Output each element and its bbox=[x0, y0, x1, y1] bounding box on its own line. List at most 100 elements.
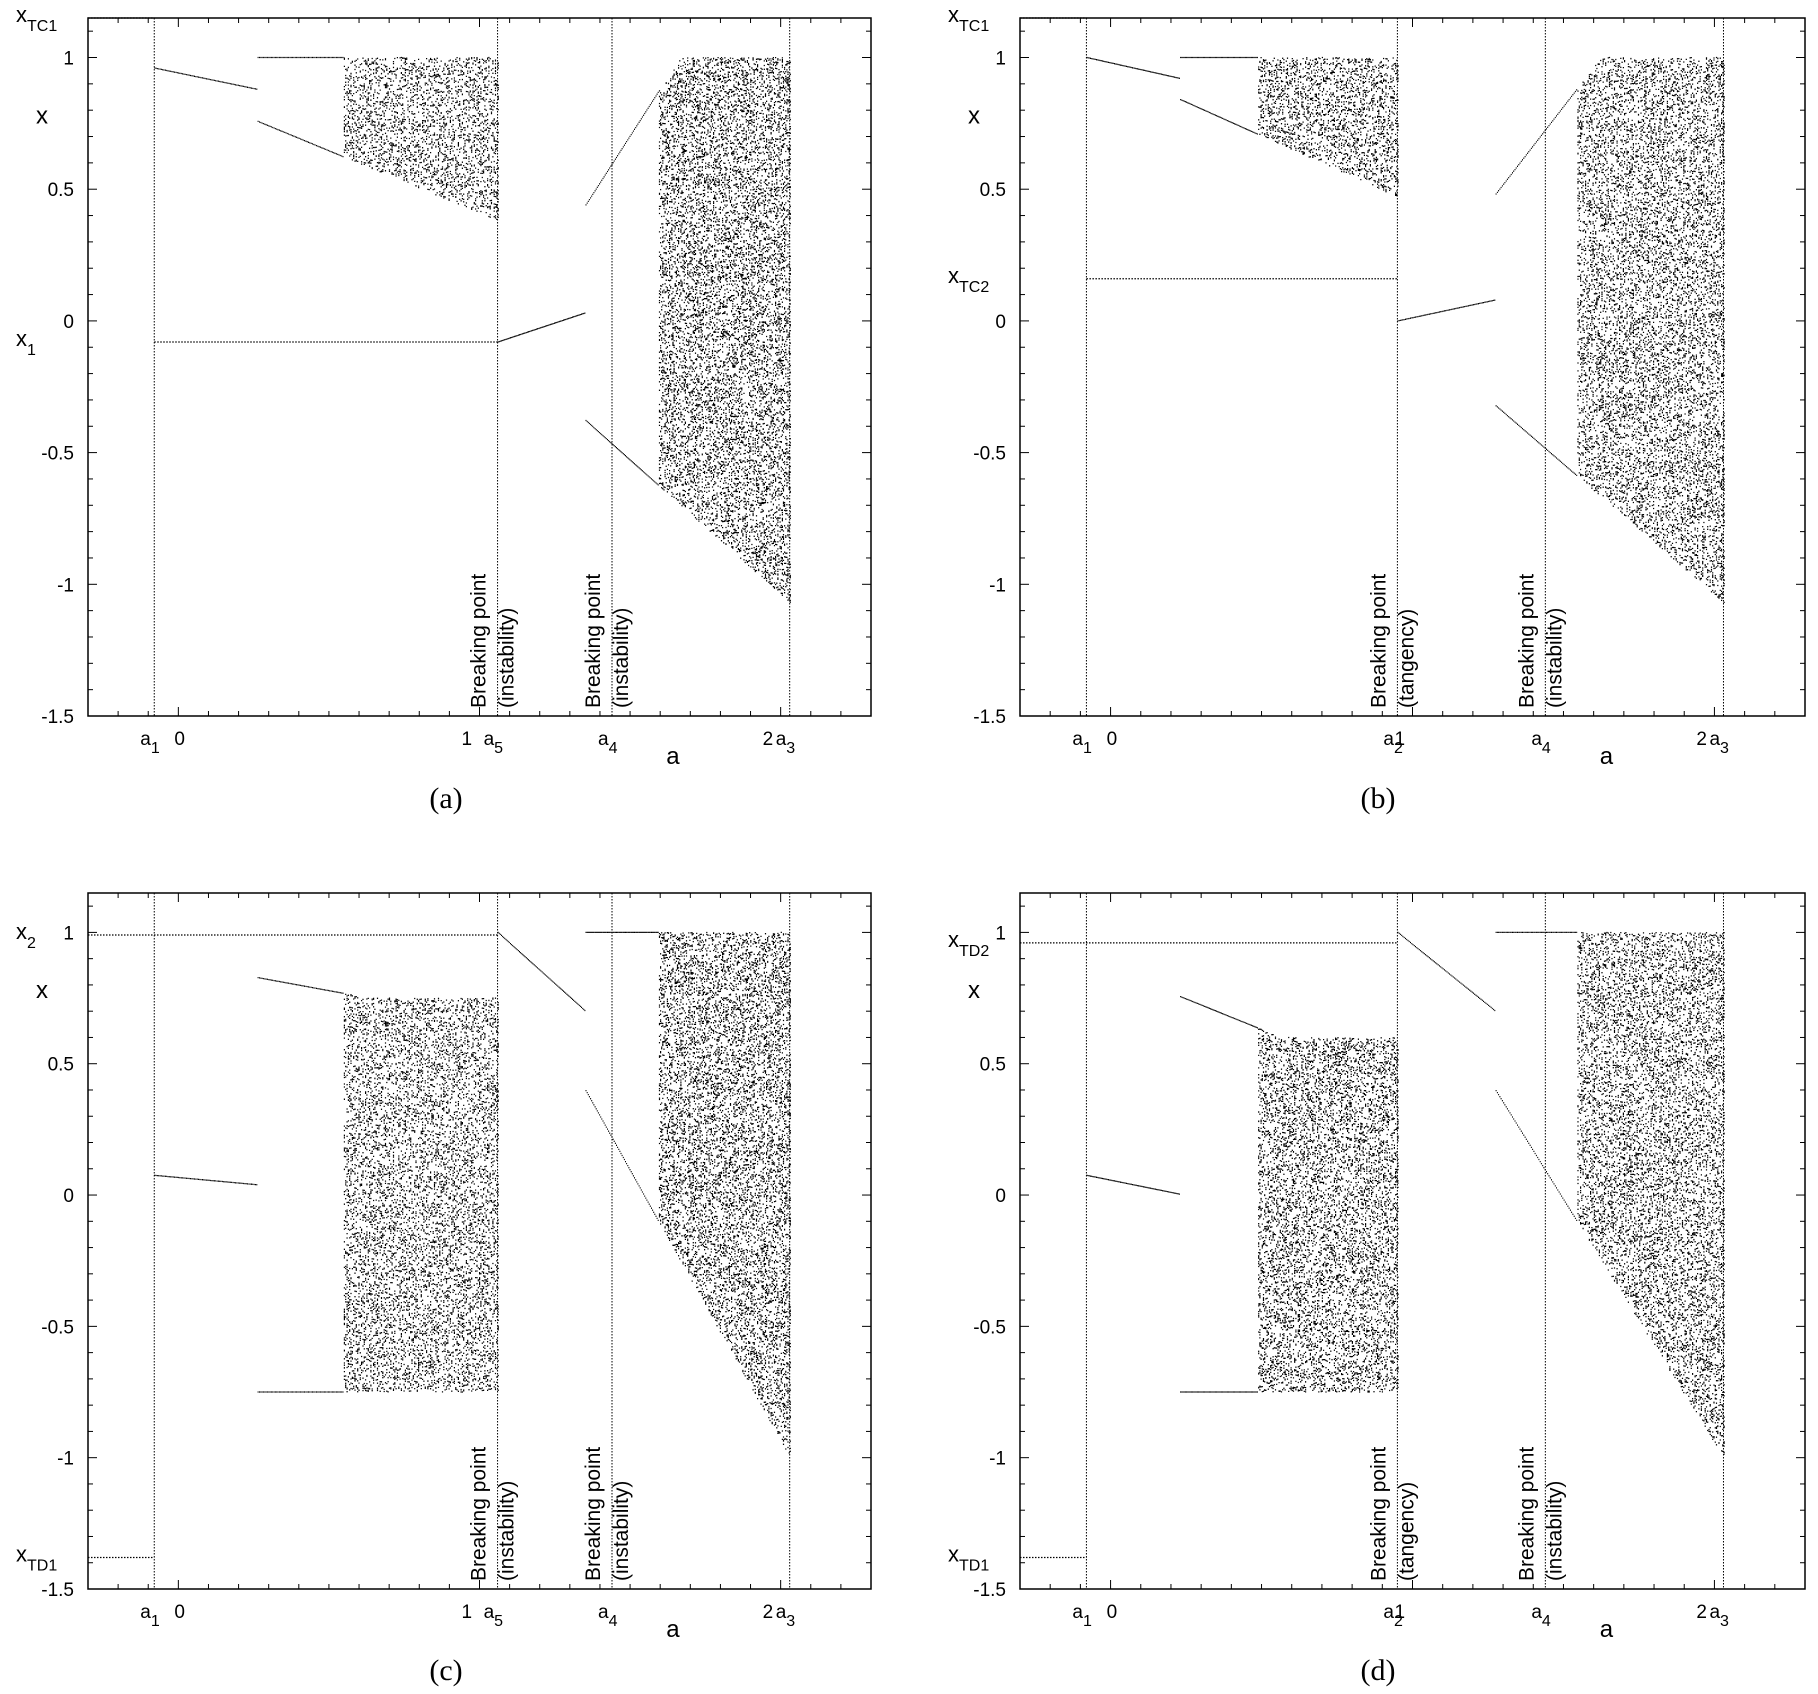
breaking-point-label: Breaking point (instability) bbox=[582, 574, 633, 708]
y-tick-label: 0.5 bbox=[48, 1055, 74, 1076]
param-label-a1: a1 bbox=[1072, 1602, 1092, 1630]
x-mark-label-td2: xTD2 bbox=[948, 927, 989, 960]
bifurcation-points bbox=[154, 931, 791, 1454]
y-tick-label: -1 bbox=[57, 1449, 74, 1470]
bifurcation-series-2 bbox=[1397, 931, 1725, 1455]
y-tick-label: -0.5 bbox=[973, 1317, 1006, 1338]
y-tick-label: 1 bbox=[995, 923, 1006, 944]
bifurcation-series-2 bbox=[1397, 56, 1725, 604]
breaking-point-label: Breaking point (instability) bbox=[1515, 574, 1566, 708]
param-label-a3: a3 bbox=[1709, 729, 1729, 757]
param-label-a3: a3 bbox=[776, 729, 796, 757]
bifurcation-points bbox=[1086, 56, 1725, 604]
y-tick-label: 1 bbox=[63, 49, 74, 70]
breaking-point-label: Breaking point (instability) bbox=[1515, 1447, 1566, 1581]
breaking-point-title: Breaking point bbox=[468, 1447, 491, 1581]
y-tick-label: 0 bbox=[995, 312, 1006, 333]
breaking-point-title: Breaking point bbox=[1367, 574, 1390, 708]
axis-ticks bbox=[88, 18, 871, 717]
axis-ticks bbox=[1020, 893, 1805, 1590]
x-tick-label: 2 bbox=[1696, 729, 1707, 750]
breaking-point-label: Breaking point (instability) bbox=[582, 1447, 633, 1581]
x-mark-label-td1: xTD1 bbox=[16, 1541, 57, 1574]
breaking-point-kind: (instability) bbox=[1543, 608, 1566, 708]
x-tick-label: 1 bbox=[462, 1602, 473, 1623]
y-tick-label: 1 bbox=[995, 49, 1006, 70]
x-axis-label: a bbox=[1600, 743, 1614, 770]
y-tick-label: -0.5 bbox=[41, 1317, 74, 1338]
y-tick-label: 1 bbox=[63, 923, 74, 944]
y-tick-label: -0.5 bbox=[973, 444, 1006, 465]
param-label-a4: a4 bbox=[598, 1602, 618, 1630]
chart-panel-b: 1 0.5 0 -0.5 -1 -1.5 0 1 2 x a a1 a2 a4 a3 xTC1 xTC2 Brea… bbox=[948, 2, 1806, 815]
y-tick-label: -0.5 bbox=[41, 444, 74, 465]
breaking-point-label: Breaking point (tangency) bbox=[1367, 574, 1418, 708]
breaking-point-title: Breaking point bbox=[468, 574, 491, 708]
y-axis-label: x bbox=[968, 102, 980, 129]
y-axis-label: x bbox=[36, 977, 48, 1004]
param-label-a5: a5 bbox=[484, 729, 504, 757]
bifurcation-points bbox=[1086, 931, 1725, 1455]
x-mark-label-2: x2 bbox=[16, 919, 36, 952]
bifurcation-series-1 bbox=[1086, 995, 1399, 1393]
panel-caption: (b) bbox=[1361, 782, 1396, 815]
x-tick-label: 2 bbox=[763, 1602, 774, 1623]
y-tick-label: 0.5 bbox=[980, 1055, 1006, 1076]
chart-panel-c: 1 0.5 0 -0.5 -1 -1.5 0 1 2 x a a1 a5 a4 a3 x2 xTD1 Breaki… bbox=[16, 892, 872, 1687]
bifurcation-series-1 bbox=[1086, 56, 1399, 197]
x-tick-label: 1 bbox=[1395, 1602, 1406, 1623]
breaking-point-kind: (tangency) bbox=[1395, 609, 1418, 708]
breaking-point-kind: (instability) bbox=[1543, 1481, 1566, 1581]
y-tick-label: 0.5 bbox=[48, 180, 74, 201]
y-tick-label: 0 bbox=[63, 1186, 74, 1207]
y-tick-label: -1 bbox=[57, 575, 74, 596]
bifurcation-series-2 bbox=[497, 56, 791, 603]
x-tick-label: 2 bbox=[763, 729, 774, 750]
breaking-point-kind: (tangency) bbox=[1395, 1482, 1418, 1581]
bifurcation-series-2 bbox=[497, 931, 791, 1454]
y-tick-label: 0.5 bbox=[980, 180, 1006, 201]
breaking-point-kind: (instability) bbox=[610, 608, 633, 708]
panel-caption: (d) bbox=[1361, 1654, 1396, 1687]
x-mark-label-tc2: xTC2 bbox=[948, 263, 989, 296]
x-tick-label: 0 bbox=[1107, 1602, 1118, 1623]
chart-panel-d: 1 0.5 0 -0.5 -1 -1.5 0 1 2 x a a1 a2 a4 a3 xTD2 xTD1 Brea… bbox=[948, 892, 1806, 1687]
x-tick-label: 0 bbox=[174, 1602, 185, 1623]
y-tick-label: -1 bbox=[989, 575, 1006, 596]
param-label-a4: a4 bbox=[1531, 729, 1551, 757]
param-label-a1: a1 bbox=[140, 1602, 160, 1630]
breaking-point-label: Breaking point (tangency) bbox=[1367, 1447, 1418, 1581]
breaking-point-kind: (instability) bbox=[496, 1481, 519, 1581]
x-axis-label: a bbox=[666, 1616, 680, 1643]
breaking-point-kind: (instability) bbox=[610, 1481, 633, 1581]
y-tick-label: 0 bbox=[63, 312, 74, 333]
bifurcation-points bbox=[154, 56, 791, 603]
breaking-point-title: Breaking point bbox=[582, 574, 605, 708]
param-label-a5: a5 bbox=[484, 1602, 504, 1630]
x-tick-label: 0 bbox=[174, 729, 185, 750]
x-mark-label-1: x1 bbox=[16, 326, 36, 359]
bifurcation-series-1 bbox=[154, 976, 499, 1393]
panel-caption: (c) bbox=[429, 1654, 462, 1687]
breaking-point-kind: (instability) bbox=[496, 608, 519, 708]
x-mark-label-td1: xTD1 bbox=[948, 1541, 989, 1574]
chart-panel-a: 1 0.5 0 -0.5 -1 -1.5 0 1 2 x a a1 a5 a4 a3 xTC1 x1 Breaki… bbox=[16, 2, 872, 815]
y-tick-label: -1.5 bbox=[973, 1580, 1006, 1601]
x-tick-label: 0 bbox=[1107, 729, 1118, 750]
panel-caption: (a) bbox=[429, 782, 462, 815]
param-label-a4: a4 bbox=[1531, 1602, 1551, 1630]
y-axis-label: x bbox=[36, 102, 48, 129]
x-axis-label: a bbox=[666, 743, 680, 770]
x-mark-label-tc1: xTC1 bbox=[16, 2, 57, 35]
y-tick-label: -1.5 bbox=[41, 1580, 74, 1601]
x-tick-label: 1 bbox=[462, 729, 473, 750]
bifurcation-series-1 bbox=[154, 56, 499, 220]
breaking-point-title: Breaking point bbox=[1367, 1447, 1390, 1581]
param-label-a1: a1 bbox=[1072, 729, 1092, 757]
axis-ticks bbox=[88, 893, 871, 1590]
y-axis-label: x bbox=[968, 977, 980, 1004]
y-tick-label: 0 bbox=[995, 1186, 1006, 1207]
param-label-a3: a3 bbox=[776, 1602, 796, 1630]
x-axis-label: a bbox=[1600, 1616, 1614, 1643]
